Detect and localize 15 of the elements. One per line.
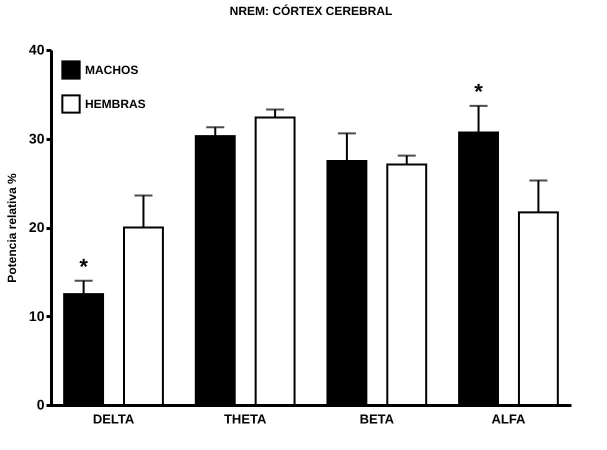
y-tick-label: 30: [28, 130, 45, 146]
y-axis-title: Potencia relativa %: [4, 172, 19, 283]
data-label: *: [474, 78, 484, 104]
legend-label: HEMBRAS: [85, 97, 146, 111]
y-tick-label: 0: [36, 396, 45, 412]
x-tick-label: BETA: [360, 412, 395, 426]
y-tick-label: 40: [28, 42, 45, 58]
data-label: *: [79, 254, 88, 279]
y-tick-label: 20: [28, 219, 45, 235]
x-tick-label: DELTA: [92, 412, 135, 426]
y-tick-label: 10: [28, 308, 45, 324]
x-tick-label: ALFA: [491, 412, 526, 426]
x-tick-label: THETA: [224, 412, 267, 426]
legend-label: MACHOS: [85, 63, 138, 77]
chart-title: NREM: CÓRTEX CEREBRAL: [230, 4, 392, 18]
